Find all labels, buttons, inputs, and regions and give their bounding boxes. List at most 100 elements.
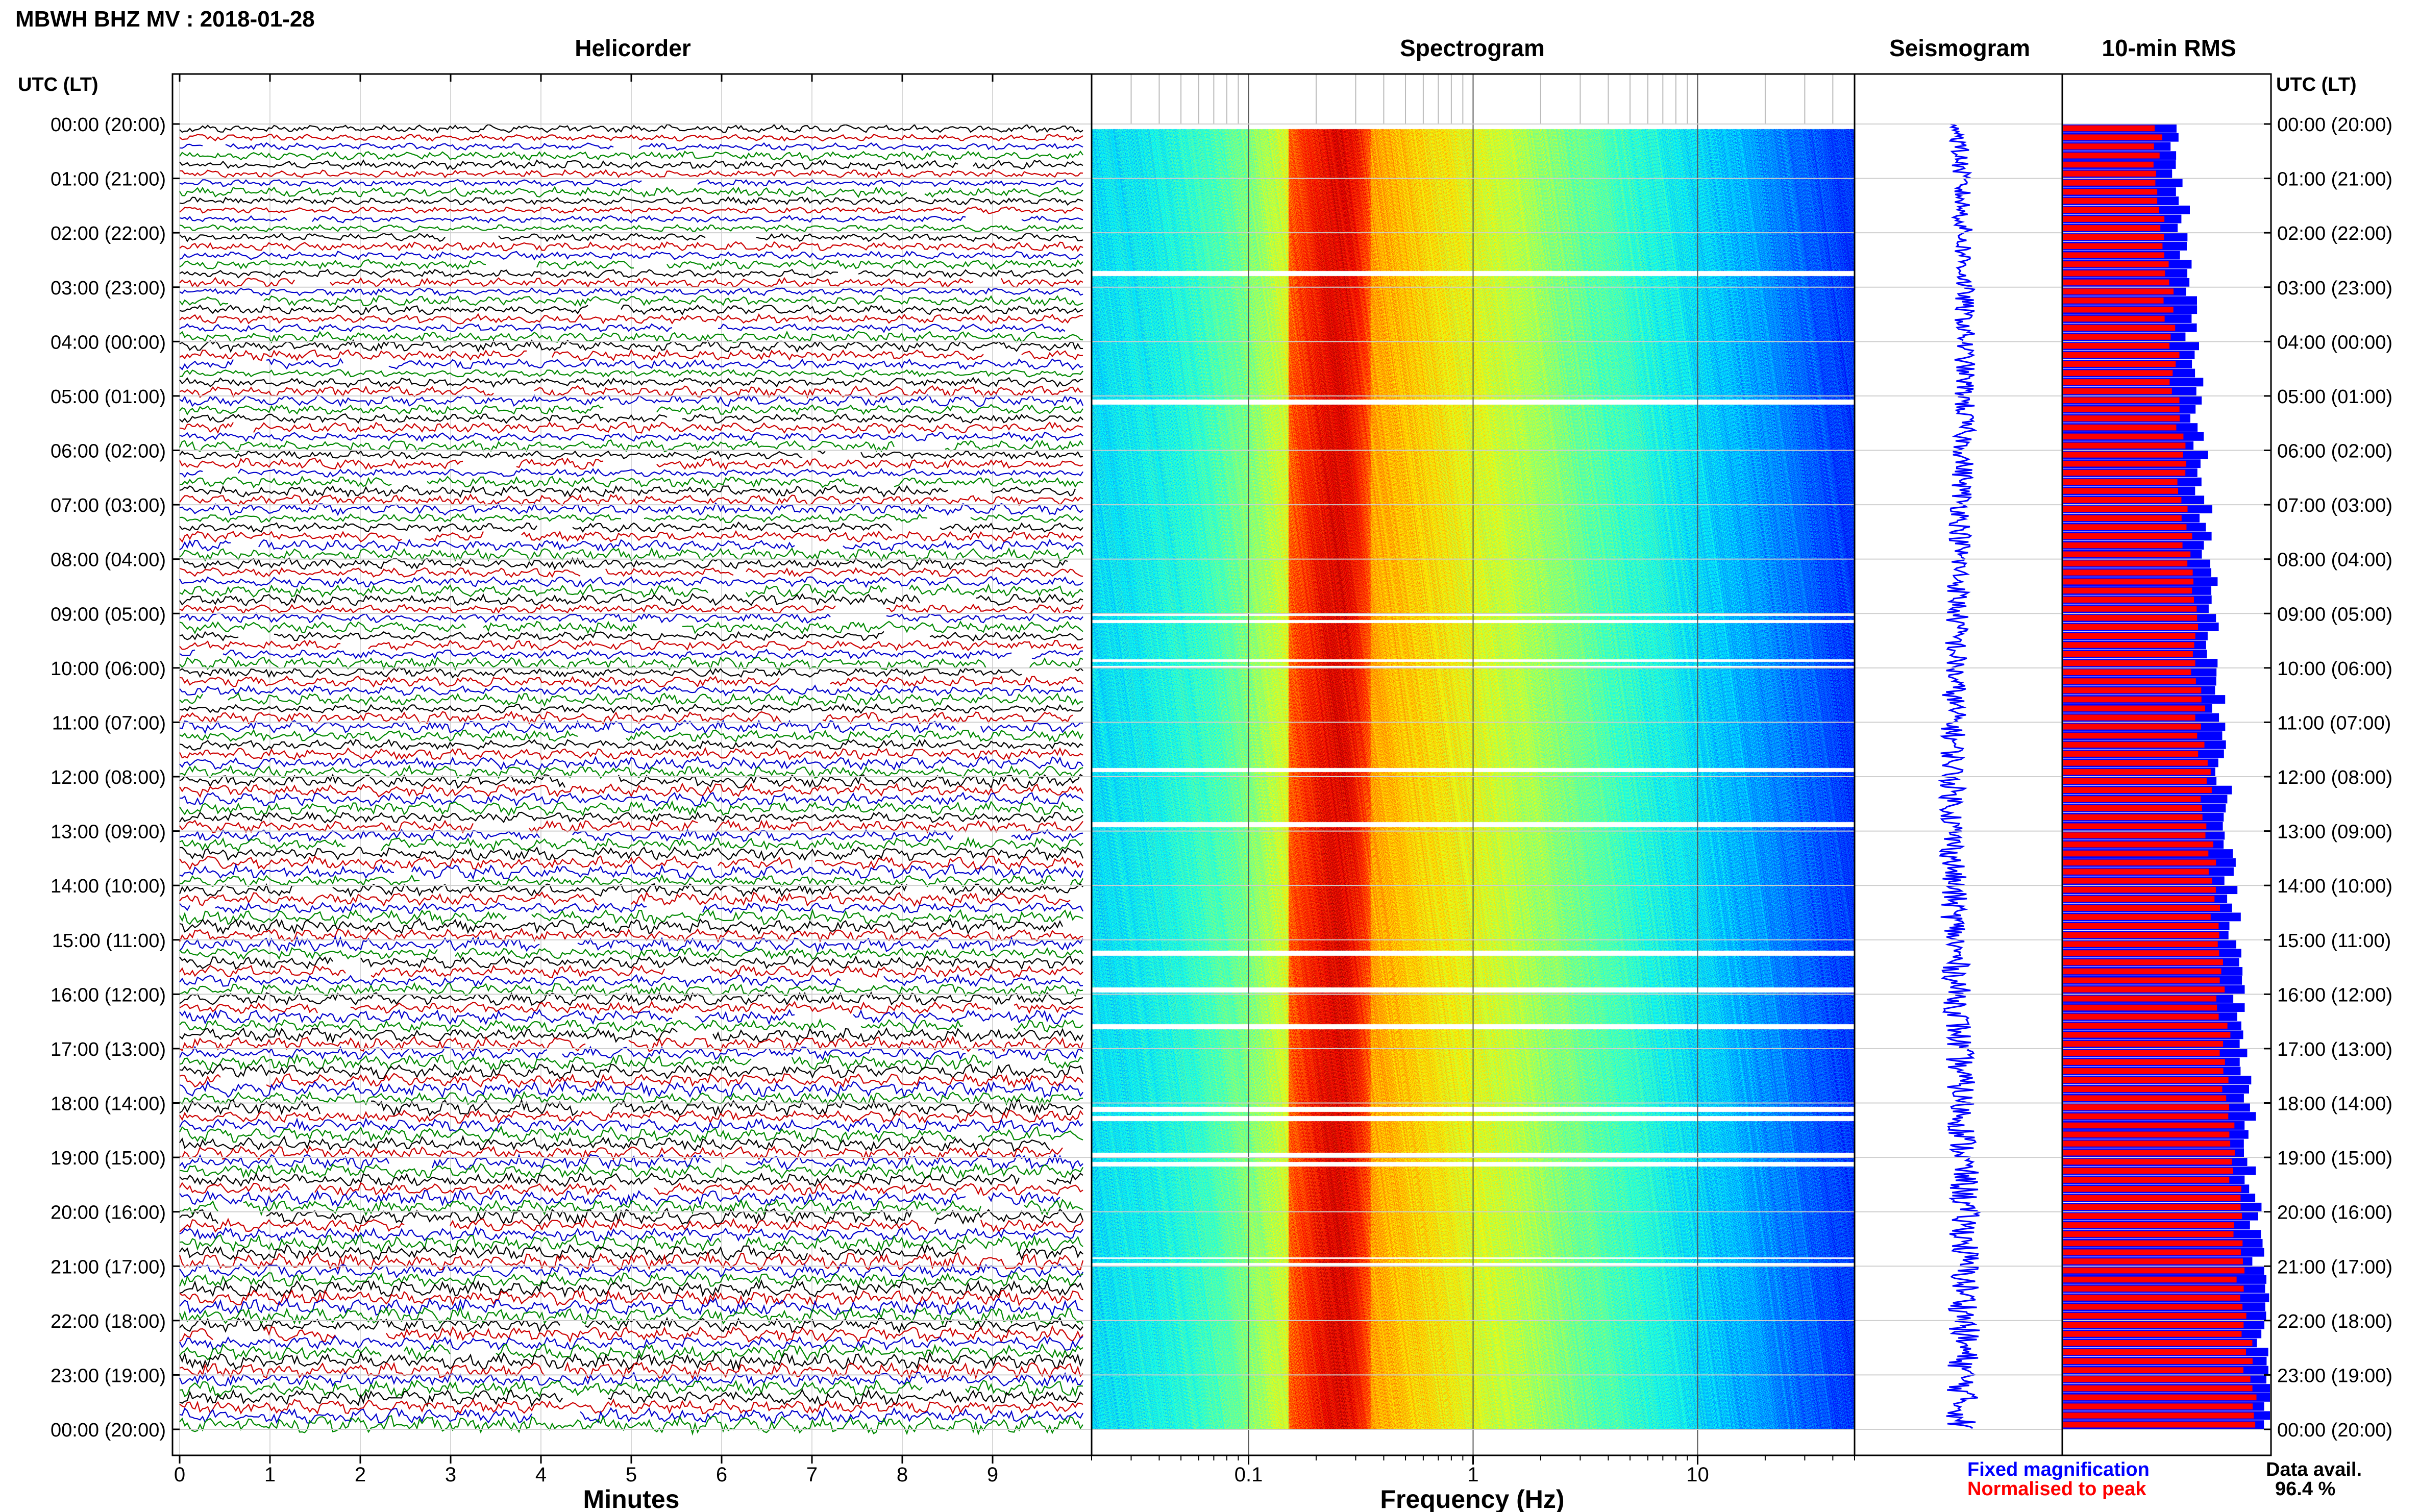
helicorder-trace-row xyxy=(179,1172,1083,1187)
rms-normalised-bar xyxy=(2063,587,2192,594)
rms-normalised-bar xyxy=(2063,959,2223,965)
time-label-left: 06:00 (02:00) xyxy=(51,441,166,462)
helicorder-trace-row xyxy=(179,134,1083,142)
rms-normalised-bar xyxy=(2063,705,2205,712)
helicorder-trace-row xyxy=(179,493,1083,507)
rms-normalised-bar xyxy=(2063,760,2208,766)
helicorder-trace-row xyxy=(179,1027,1083,1044)
rms-bars xyxy=(2063,124,2270,1429)
spectrogram-title: Spectrogram xyxy=(1400,35,1545,61)
time-label-left: 17:00 (13:00) xyxy=(51,1039,166,1060)
helicorder-trace-row xyxy=(179,773,1083,789)
rms-normalised-bar xyxy=(2063,968,2221,975)
time-label-right: 03:00 (23:00) xyxy=(2277,278,2392,299)
helicorder-xtick-label: 1 xyxy=(264,1464,276,1486)
helicorder-trace-row xyxy=(179,159,1083,170)
helicorder-trace-row xyxy=(179,1289,1083,1307)
rms-normalised-bar xyxy=(2063,1040,2224,1047)
helicorder-trace-row xyxy=(179,196,1083,206)
time-label-right: 20:00 (16:00) xyxy=(2277,1202,2392,1224)
helicorder-trace-row xyxy=(179,1306,1083,1326)
time-label-right: 23:00 (19:00) xyxy=(2277,1365,2392,1386)
rms-normalised-bar xyxy=(2063,506,2188,512)
helicorder-trace-row xyxy=(179,620,1083,634)
time-labels-right: 00:00 (20:00) 01:00 (21:00) 02:00 (22:00) 0… xyxy=(2277,114,2392,1441)
helicorder-trace-row xyxy=(179,268,1083,279)
rms-normalised-bar xyxy=(2063,850,2209,857)
helicorder-trace-row xyxy=(179,811,1083,824)
rms-normalised-bar xyxy=(2063,488,2178,494)
time-label-right: 12:00 (08:00) xyxy=(2277,767,2392,788)
rms-normalised-bar xyxy=(2063,342,2169,349)
rms-normalised-bar xyxy=(2063,170,2156,177)
rms-frame xyxy=(2061,73,2272,1456)
helicorder-trace-row xyxy=(179,557,1068,571)
rms-normalised-bar xyxy=(2063,1168,2233,1174)
rms-normalised-bar xyxy=(2063,1186,2241,1192)
utc-header-left: UTC (LT) xyxy=(18,74,98,95)
helicorder-trace-row xyxy=(179,241,1083,252)
helicorder-trace-row xyxy=(179,675,1083,688)
helicorder-trace-row xyxy=(179,521,1083,534)
helicorder-trace-row xyxy=(179,339,1083,353)
spectrogram-x-ticks: 0.1 1 10 xyxy=(1091,1455,1855,1486)
rms-normalised-bar xyxy=(2063,1068,2224,1074)
helicorder-xtick-label: 6 xyxy=(716,1464,727,1486)
time-label-left: 04:00 (00:00) xyxy=(51,332,166,353)
helicorder-trace-row xyxy=(179,1325,1083,1344)
rms-normalised-bar xyxy=(2063,1367,2243,1373)
time-label-right: 13:00 (09:00) xyxy=(2277,822,2392,843)
time-label-right: 07:00 (03:00) xyxy=(2277,495,2392,516)
rms-normalised-bar xyxy=(2063,905,2220,911)
time-label-left: 05:00 (01:00) xyxy=(51,386,166,408)
rms-normalised-bar xyxy=(2063,180,2156,186)
rms-normalised-bar xyxy=(2063,225,2161,231)
rms-normalised-bar xyxy=(2063,551,2191,558)
rms-normalised-bar xyxy=(2063,986,2225,993)
time-label-right: 11:00 (07:00) xyxy=(2277,712,2391,734)
rms-normalised-bar xyxy=(2063,932,2219,938)
rms-normalised-bar xyxy=(2063,732,2198,739)
rms-normalised-bar xyxy=(2063,406,2180,412)
rms-normalised-bar xyxy=(2063,442,2186,449)
helicorder-trace-row xyxy=(179,547,1083,562)
helicorder-trace-row xyxy=(179,413,1083,424)
time-label-left: 21:00 (17:00) xyxy=(51,1256,166,1278)
rms-normalised-bar xyxy=(2063,1285,2244,1292)
time-label-left: 07:00 (03:00) xyxy=(51,495,166,516)
helicorder-trace-row xyxy=(179,1000,1083,1014)
time-label-right: 08:00 (04:00) xyxy=(2277,550,2392,571)
rms-normalised-bar xyxy=(2063,515,2182,522)
helicorder-trace-row xyxy=(179,692,1083,707)
station-title: MBWH BHZ MV : 2018-01-28 xyxy=(15,7,315,32)
rms-normalised-bar xyxy=(2063,859,2216,866)
rms-normalised-bar xyxy=(2063,1032,2231,1038)
helicorder-trace-row xyxy=(179,1182,1083,1197)
helicorder-trace-row xyxy=(179,631,1083,642)
helicorder-trace-row xyxy=(179,1153,1083,1171)
helicorder-trace-row xyxy=(179,747,1083,761)
helicorder-trace-row xyxy=(179,439,1083,453)
helicorder-trace-row xyxy=(179,874,1083,888)
rms-normalised-bar xyxy=(2063,1122,2235,1129)
time-label-right: 00:00 (20:00) xyxy=(2277,114,2392,136)
rms-normalised-bar xyxy=(2063,678,2196,684)
rms-normalised-bar xyxy=(2063,624,2198,630)
seismogram-frame xyxy=(1854,73,2063,1456)
helicorder-xtick-label: 3 xyxy=(445,1464,456,1486)
helicorder-trace-row xyxy=(179,964,1083,979)
rms-normalised-bar xyxy=(2063,696,2202,703)
helicorder-trace-row xyxy=(179,251,1083,261)
helicorder-trace-row xyxy=(179,1271,1083,1288)
rms-normalised-bar xyxy=(2063,1231,2234,1237)
helicorder-trace-row xyxy=(179,150,1083,161)
helicorder-trace-row xyxy=(179,313,1083,325)
time-label-left: 12:00 (08:00) xyxy=(51,767,166,788)
time-label-right: 17:00 (13:00) xyxy=(2277,1039,2392,1060)
rms-normalised-bar xyxy=(2063,1023,2228,1029)
rms-normalised-bar xyxy=(2063,669,2191,676)
rms-normalised-bar xyxy=(2063,995,2216,1002)
time-label-left: 14:00 (10:00) xyxy=(51,876,166,897)
time-label-left: 10:00 (06:00) xyxy=(51,658,166,680)
helicorder-trace-row xyxy=(179,1351,1084,1372)
